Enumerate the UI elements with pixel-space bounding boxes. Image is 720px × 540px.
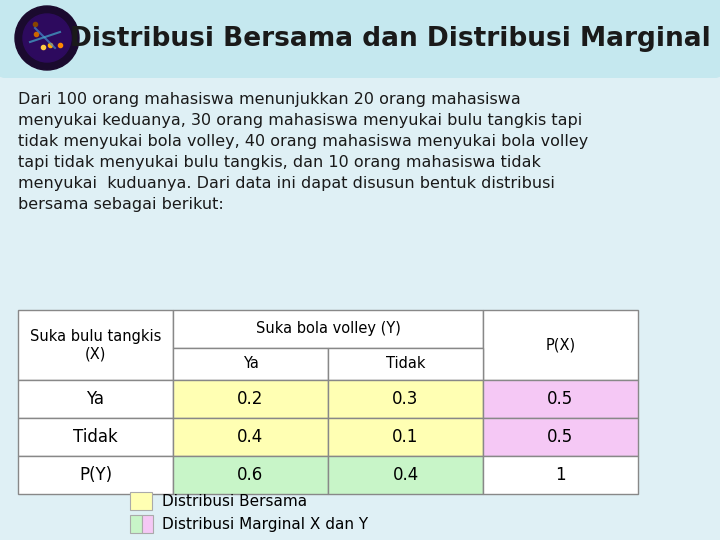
Text: Distribusi Marginal X dan Y: Distribusi Marginal X dan Y	[162, 516, 368, 531]
Bar	[173, 380, 328, 418]
Text: Distribusi Bersama dan Distribusi Marginal: Distribusi Bersama dan Distribusi Margin…	[70, 26, 711, 52]
Text: Ya: Ya	[86, 390, 104, 408]
Bar	[328, 348, 483, 380]
Bar	[18, 380, 173, 418]
Bar	[483, 380, 638, 418]
Text: menyukai  kuduanya. Dari data ini dapat disusun bentuk distribusi: menyukai kuduanya. Dari data ini dapat d…	[18, 176, 555, 191]
FancyBboxPatch shape	[0, 0, 720, 78]
Bar	[483, 418, 638, 456]
Bar	[328, 418, 483, 456]
Bar	[18, 456, 173, 494]
Text: Ya: Ya	[243, 356, 258, 372]
Bar	[173, 310, 483, 348]
Text: tidak menyukai bola volley, 40 orang mahasiswa menyukai bola volley: tidak menyukai bola volley, 40 orang mah…	[18, 134, 588, 149]
Text: Suka bola volley (Y): Suka bola volley (Y)	[256, 321, 400, 336]
Text: 0.5: 0.5	[547, 428, 574, 446]
Bar	[173, 418, 328, 456]
Text: Distribusi Bersama: Distribusi Bersama	[162, 494, 307, 509]
Bar	[142, 515, 153, 533]
Text: 0.3: 0.3	[392, 390, 419, 408]
Bar	[328, 456, 483, 494]
Text: Suka bulu tangkis
(X): Suka bulu tangkis (X)	[30, 329, 161, 361]
Text: 0.5: 0.5	[547, 390, 574, 408]
Text: Tidak: Tidak	[73, 428, 118, 446]
Bar	[173, 348, 328, 380]
Bar	[483, 310, 638, 380]
Text: Dari 100 orang mahasiswa menunjukkan 20 orang mahasiswa: Dari 100 orang mahasiswa menunjukkan 20 …	[18, 92, 521, 107]
Text: 0.1: 0.1	[392, 428, 419, 446]
Text: P(Y): P(Y)	[79, 466, 112, 484]
Text: P(X): P(X)	[546, 338, 575, 353]
Bar	[173, 456, 328, 494]
Bar	[328, 380, 483, 418]
Text: 0.4: 0.4	[238, 428, 264, 446]
Text: bersama sebagai berikut:: bersama sebagai berikut:	[18, 197, 224, 212]
Bar	[130, 515, 142, 533]
Text: 1: 1	[555, 466, 566, 484]
Text: menyukai keduanya, 30 orang mahasiswa menyukai bulu tangkis tapi: menyukai keduanya, 30 orang mahasiswa me…	[18, 113, 582, 128]
Bar	[483, 456, 638, 494]
Text: 0.6: 0.6	[238, 466, 264, 484]
Bar	[18, 310, 173, 380]
Circle shape	[23, 14, 71, 62]
Text: 0.4: 0.4	[392, 466, 418, 484]
Bar	[18, 418, 173, 456]
Circle shape	[15, 6, 79, 70]
Text: Tidak: Tidak	[386, 356, 426, 372]
Bar	[130, 492, 152, 510]
Text: 0.2: 0.2	[238, 390, 264, 408]
Text: tapi tidak menyukai bulu tangkis, dan 10 orang mahasiswa tidak: tapi tidak menyukai bulu tangkis, dan 10…	[18, 155, 541, 170]
